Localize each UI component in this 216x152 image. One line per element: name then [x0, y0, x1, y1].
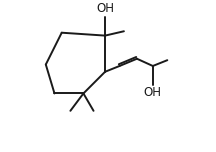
Text: OH: OH	[144, 86, 162, 99]
Text: OH: OH	[96, 2, 114, 15]
